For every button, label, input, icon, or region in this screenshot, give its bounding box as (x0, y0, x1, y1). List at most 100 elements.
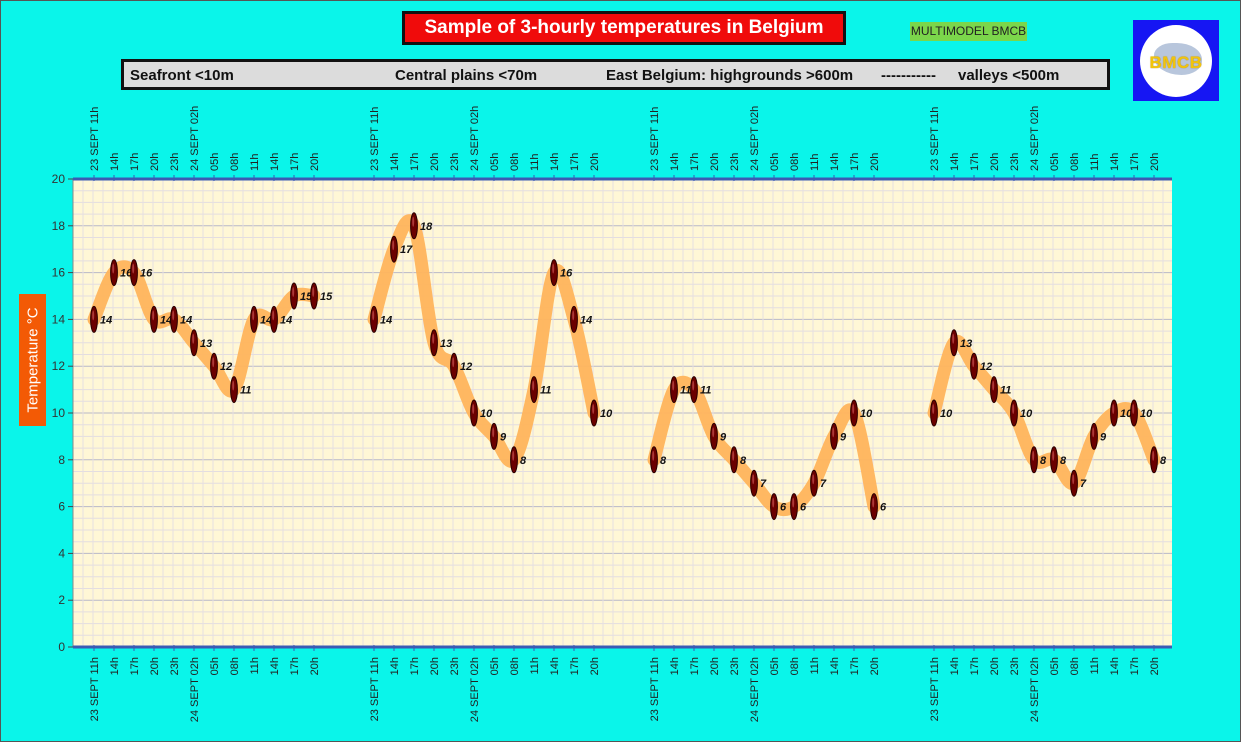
data-point-highlight (712, 427, 715, 438)
x-tick-label-top: 05h (769, 153, 781, 171)
y-tick-label: 12 (52, 359, 66, 373)
y-tick-label: 18 (52, 219, 66, 233)
data-point (790, 493, 798, 521)
x-tick-label-bottom: 14h (669, 657, 681, 675)
y-tick-label: 10 (52, 406, 66, 420)
data-point-highlight (972, 357, 975, 368)
data-label: 15 (320, 291, 333, 303)
data-point (530, 376, 538, 404)
data-point-highlight (732, 450, 735, 461)
x-tick-label-bottom: 23 SEPT 11h (369, 657, 381, 721)
data-label: 14 (580, 314, 592, 326)
x-tick-label-top: 23h (449, 153, 461, 171)
x-tick-label-top: 17h (969, 153, 981, 171)
x-tick-label-top: 08h (789, 153, 801, 171)
data-label: 8 (1060, 455, 1067, 467)
data-point (1090, 422, 1098, 450)
y-tick-label: 6 (58, 500, 65, 514)
data-point-highlight (752, 474, 755, 485)
data-point (210, 352, 218, 380)
data-label: 9 (720, 431, 727, 443)
data-point (650, 446, 658, 474)
data-label: 12 (460, 361, 472, 373)
data-point (270, 305, 278, 333)
data-label: 9 (840, 431, 847, 443)
x-tick-label-bottom: 11h (809, 657, 821, 675)
x-tick-label-top: 14h (949, 153, 961, 171)
x-tick-label-bottom: 24 SEPT 02h (1029, 657, 1041, 722)
logo-text: BMCB (1149, 53, 1203, 72)
data-label: 14 (380, 314, 392, 326)
x-tick-label-bottom: 17h (289, 657, 301, 675)
data-point (450, 352, 458, 380)
data-point (770, 493, 778, 521)
data-point-highlight (232, 380, 235, 391)
data-point-highlight (1012, 404, 1015, 414)
data-point (850, 399, 858, 427)
x-tick-label-top: 17h (289, 153, 301, 171)
data-point-highlight (552, 263, 555, 274)
x-tick-label-bottom: 23 SEPT 11h (649, 657, 661, 721)
x-tick-label-bottom: 24 SEPT 02h (189, 657, 201, 722)
data-point (970, 352, 978, 380)
x-tick-label-top: 11h (529, 153, 541, 171)
x-tick-label-top: 08h (1069, 153, 1081, 171)
x-tick-label-bottom: 05h (1049, 657, 1061, 675)
series-3: 8 11 11 9 8 7 6 6 7 9 10 6 (647, 375, 887, 521)
data-label: 10 (480, 408, 493, 420)
legend-dashes: ----------- (881, 67, 936, 84)
data-point-highlight (252, 310, 255, 321)
x-tick-label-bottom: 08h (509, 657, 521, 675)
data-point-highlight (472, 404, 475, 414)
data-point (110, 259, 118, 287)
x-tick-label-top: 20h (589, 153, 601, 171)
x-tick-label-top: 14h (109, 153, 121, 171)
x-tick-label-bottom: 23 SEPT 11h (89, 657, 101, 721)
data-label: 14 (100, 314, 112, 326)
x-tick-label-top: 17h (129, 153, 141, 171)
data-point (730, 446, 738, 474)
data-label: 11 (240, 385, 251, 397)
data-label: 14 (260, 314, 272, 326)
data-point (90, 305, 98, 333)
legend-east-belgium: East Belgium: highgrounds >600m (606, 67, 854, 84)
data-point-highlight (672, 380, 675, 391)
y-axis-label: Temperature °C (19, 294, 46, 426)
data-point (290, 282, 298, 310)
data-point (690, 376, 698, 404)
data-point-highlight (272, 310, 275, 321)
x-tick-label-top: 11h (1089, 153, 1101, 171)
x-tick-label-top: 23 SEPT 11h (369, 107, 381, 171)
data-point-highlight (832, 427, 835, 438)
data-label: 16 (560, 268, 573, 280)
logo-disc: BMCB (1140, 25, 1212, 97)
data-label: 13 (440, 338, 452, 350)
data-point (490, 422, 498, 450)
data-label: 7 (760, 478, 767, 490)
x-tick-label-top: 11h (809, 153, 821, 171)
x-tick-label-bottom: 14h (109, 657, 121, 675)
x-tick-label-bottom: 14h (949, 657, 961, 675)
data-point-highlight (652, 450, 655, 461)
data-point-highlight (512, 450, 515, 461)
data-point-highlight (1092, 427, 1095, 438)
x-tick-label-top: 24 SEPT 02h (1029, 106, 1041, 171)
x-tick-label-top: 23h (729, 153, 741, 171)
x-tick-label-bottom: 24 SEPT 02h (469, 657, 481, 722)
x-tick-label-top: 08h (229, 153, 241, 171)
x-tick-label-bottom: 20h (989, 657, 1001, 675)
data-point (310, 282, 318, 310)
x-tick-label-top: 23h (1009, 153, 1021, 171)
x-tick-label-top: 20h (309, 153, 321, 171)
x-tick-label-bottom: 20h (869, 657, 881, 675)
data-point (710, 422, 718, 450)
data-point-highlight (92, 310, 95, 321)
data-point (230, 376, 238, 404)
grid (73, 178, 1172, 648)
data-point (1050, 446, 1058, 474)
data-point (130, 259, 138, 287)
data-point-highlight (532, 380, 535, 391)
data-label: 14 (160, 314, 172, 326)
data-label: 12 (220, 361, 232, 373)
